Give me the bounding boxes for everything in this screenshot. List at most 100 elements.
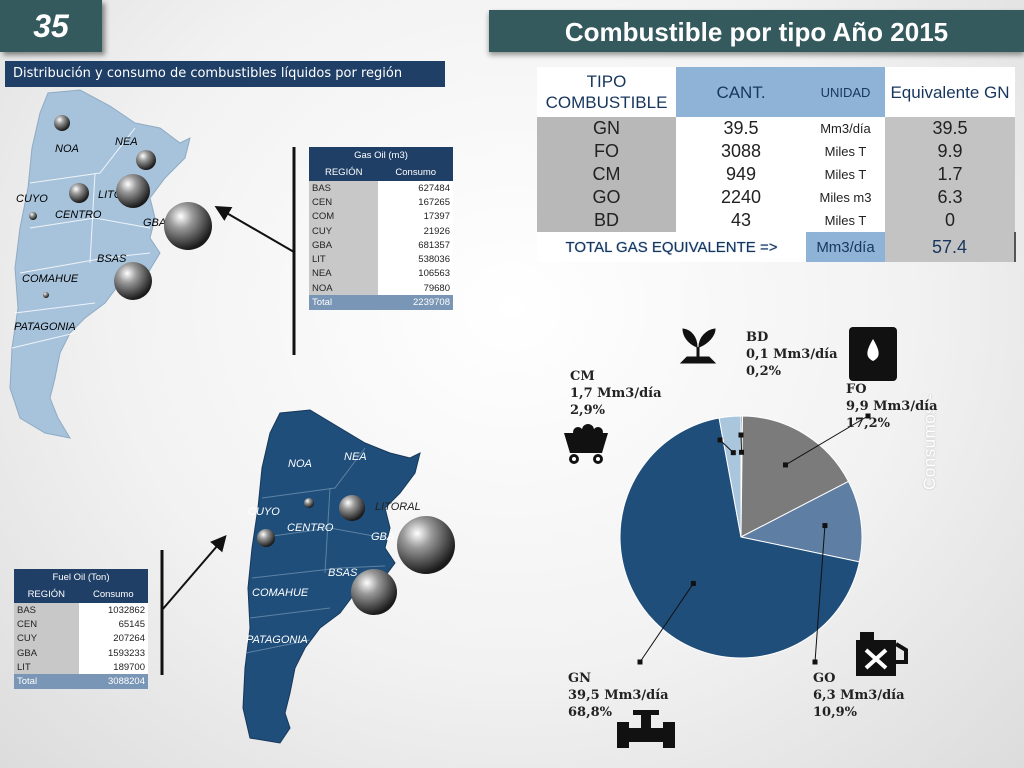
map-bottom-label-patagonia: PATAGONIA <box>246 634 308 646</box>
map-bottom-label-noa: NOA <box>288 458 312 470</box>
map-bottom-label-litoral: LITORAL <box>375 501 421 513</box>
pie-label-fo-percent: 17,2% <box>846 416 891 431</box>
equiv-cell: 9.9 <box>885 140 1015 163</box>
pie-label-go: GO 6,3 Mm3/día 10,9% <box>813 670 905 721</box>
table-row: GBA 1593233 <box>14 645 148 661</box>
gas-oil-table-title: Gas Oil (m3) <box>309 147 453 164</box>
value-cell: 538036 <box>378 252 453 267</box>
leader-line-fo <box>785 415 869 466</box>
leader-line-go <box>814 525 826 663</box>
pie-label-gn: GN 39,5 Mm3/día 68,8% <box>568 670 669 721</box>
summary-table: TIPO COMBUSTIBLE CANT. UNIDAD Equivalent… <box>537 67 1016 262</box>
table-row: COM 17397 <box>309 209 453 224</box>
leader-line-bd <box>740 434 743 453</box>
cant-cell: 2240 <box>676 186 806 209</box>
table-row: NOA 79680 <box>309 281 453 296</box>
leader-marker-go <box>822 523 828 529</box>
value-cell: 627484 <box>378 181 453 196</box>
cant-cell: 949 <box>676 163 806 186</box>
total-value: 3088204 <box>78 674 148 689</box>
map-argentina-top <box>9 89 191 439</box>
unidad-cell: Mm3/día <box>806 117 885 140</box>
value-cell: 21926 <box>378 223 453 239</box>
unidad-cell: Miles m3 <box>806 186 885 209</box>
gas-pipe-icon <box>617 710 675 748</box>
total-unit: Mm3/día <box>806 232 885 262</box>
value-cell: 1593233 <box>78 645 148 661</box>
table-row: CEN 65145 <box>14 617 148 632</box>
col-unidad: UNIDAD <box>806 67 885 117</box>
table-row: NEA 106563 <box>309 266 453 282</box>
table-row: BAS 627484 <box>309 181 453 196</box>
map-top-label-bsas: BSAS <box>97 253 127 265</box>
pie-label-fo-name: FO <box>846 382 867 397</box>
table-row: GBA 681357 <box>309 238 453 253</box>
equiv-cell: 6.3 <box>885 186 1015 209</box>
bubble-gba-fueloil <box>397 516 455 574</box>
table-row: LIT 189700 <box>14 660 148 675</box>
region-cell: NOA <box>309 281 379 296</box>
col-equiv: Equivalente GN <box>885 67 1015 117</box>
region-cell: COM <box>309 209 379 224</box>
pie-label-cm-name: CM <box>570 369 595 384</box>
map-top-label-patagonia: PATAGONIA <box>14 321 76 333</box>
fuel-can-icon <box>856 632 908 676</box>
map-bottom-label-gba: GBA <box>371 531 395 543</box>
col-tipo: TIPO COMBUSTIBLE <box>537 67 676 117</box>
table-row: CUY 21926 <box>309 223 453 239</box>
region-cell: BAS <box>309 181 379 196</box>
cant-cell: 3088 <box>676 140 806 163</box>
total-value: 57.4 <box>885 232 1016 262</box>
value-cell: 207264 <box>78 631 148 646</box>
leader-line-gn <box>639 583 694 663</box>
bubble-com-gasoil <box>43 292 49 298</box>
gas-oil-col-consumo: Consumo <box>378 164 453 181</box>
value-cell: 65145 <box>78 617 148 632</box>
value-cell: 681357 <box>378 238 453 253</box>
region-cell: GBA <box>309 238 379 253</box>
table-row: FO 3088 Miles T 9.9 <box>537 140 1015 163</box>
table-total-row: Total 2239708 <box>309 295 453 310</box>
leader-marker-gn <box>637 659 643 665</box>
equiv-cell: 1.7 <box>885 163 1015 186</box>
total-value: 2239708 <box>378 295 453 310</box>
unidad-cell: Miles T <box>806 163 885 186</box>
pie-label-gn-name: GN <box>568 671 591 686</box>
pie-label-bd-name: BD <box>746 330 769 345</box>
map-bottom-label-cuyo: CUYO <box>248 506 280 518</box>
unidad-cell: Miles T <box>806 140 885 163</box>
map-shape-top <box>9 89 191 439</box>
leader-marker-gn <box>690 580 696 586</box>
pie-slice-cm <box>718 415 742 538</box>
bubble-bsas-fueloil <box>351 569 397 615</box>
pie-label-cm: CM 1,7 Mm3/día 2,9% <box>570 368 662 419</box>
cant-cell: 39.5 <box>676 117 806 140</box>
value-cell: 1032862 <box>78 603 148 618</box>
region-cell: CEN <box>14 617 79 632</box>
table-row: CUY 207264 <box>14 631 148 646</box>
bubble-cen-fueloil <box>304 498 314 508</box>
bubble-litoral-gasoil <box>116 174 150 208</box>
leader-marker-fo <box>782 462 788 468</box>
fuel-oil-bubbles <box>257 495 455 615</box>
bubble-nea-gasoil <box>136 150 156 170</box>
leader-marker-bd <box>738 432 744 438</box>
oil-barrel-icon <box>849 327 897 381</box>
slide-title: Combustible por tipo Año 2015 <box>489 10 1024 52</box>
tipo-cell: FO <box>537 140 676 163</box>
tipo-cell: GO <box>537 186 676 209</box>
total-row: TOTAL GAS EQUIVALENTE => Mm3/día 57.4 <box>537 232 1016 262</box>
slide-number: 35 <box>0 0 102 52</box>
pie-slice-gn <box>619 417 861 659</box>
fuel-oil-col-consumo: Consumo <box>78 586 148 603</box>
value-cell: 189700 <box>78 660 148 675</box>
table-row: CEN 167265 <box>309 195 453 210</box>
bubble-bsas-gasoil <box>114 262 152 300</box>
map-bottom-label-nea: NEA <box>344 451 367 463</box>
gas-oil-bubbles <box>29 115 212 300</box>
pie-label-bd-percent: 0,2% <box>746 364 781 379</box>
pie-label-gn-percent: 68,8% <box>568 705 613 720</box>
pie-label-bd: BD 0,1 Mm3/día 0,2% <box>746 329 838 380</box>
value-cell: 106563 <box>378 266 453 282</box>
